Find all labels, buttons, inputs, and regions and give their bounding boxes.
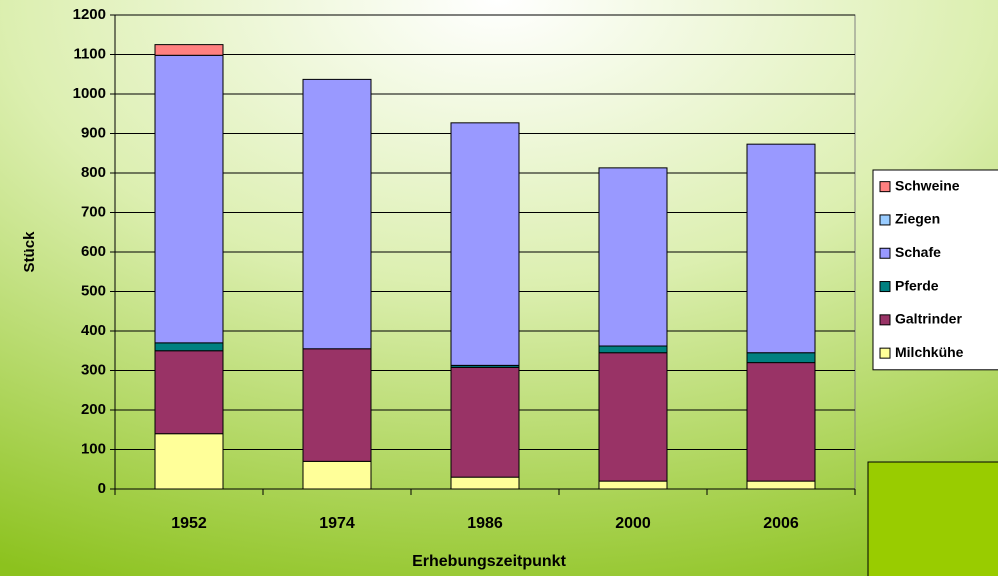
y-tick-label: 100 [81, 440, 106, 457]
bar-segment [154, 54, 224, 344]
y-tick-label: 300 [81, 361, 106, 378]
bar-segment [598, 345, 668, 354]
x-tick-label: 1986 [467, 515, 503, 532]
bar-segment [302, 348, 372, 462]
y-tick-label: 800 [81, 164, 106, 181]
y-axis-label: Stück [21, 231, 38, 273]
y-tick-label: 200 [81, 401, 106, 418]
legend-swatch [879, 247, 891, 259]
x-tick-label: 2006 [763, 515, 799, 532]
y-tick-label: 0 [98, 480, 106, 497]
bar-segment [302, 78, 372, 350]
legend-label: Galtrinder [895, 311, 962, 327]
y-tick-label: 1000 [73, 85, 106, 102]
y-tick-label: 900 [81, 124, 106, 141]
legend-label: Schafe [895, 244, 941, 260]
bar-segment [154, 44, 224, 56]
bar-segment [598, 352, 668, 482]
bar-segment [746, 362, 816, 482]
legend-swatch [879, 214, 891, 226]
bar-segment [154, 342, 224, 352]
bar-segment [450, 122, 520, 366]
bar-segment [598, 167, 668, 347]
legend-label: Pferde [895, 277, 939, 293]
bar-segment [746, 143, 816, 354]
legend-swatch [879, 314, 891, 326]
legend-label: Ziegen [895, 211, 940, 227]
legend [872, 169, 998, 371]
y-tick-label: 500 [81, 282, 106, 299]
y-tick-label: 700 [81, 203, 106, 220]
x-axis-label: Erhebungszeitpunkt [412, 553, 566, 570]
bar-segment [746, 480, 816, 490]
bar-segment [450, 366, 520, 478]
legend-swatch [879, 281, 891, 293]
bar-segment [746, 352, 816, 364]
legend-swatch [879, 181, 891, 193]
bar-segment [154, 433, 224, 490]
y-tick-label: 1200 [73, 6, 106, 23]
y-tick-label: 600 [81, 243, 106, 260]
y-tick-label: 1100 [73, 45, 106, 62]
bar-segment [154, 350, 224, 435]
bar-segment [598, 480, 668, 490]
x-tick-label: 1952 [171, 515, 207, 532]
y-tick-label: 400 [81, 322, 106, 339]
legend-swatch [879, 347, 891, 359]
bar-segment [302, 460, 372, 490]
x-tick-label: 2000 [615, 515, 651, 532]
x-tick-label: 1974 [319, 515, 355, 532]
legend-label: Milchkühe [895, 344, 964, 360]
legend-label: Schweine [895, 177, 960, 193]
green-box [867, 461, 998, 576]
bar-segment [450, 476, 520, 490]
